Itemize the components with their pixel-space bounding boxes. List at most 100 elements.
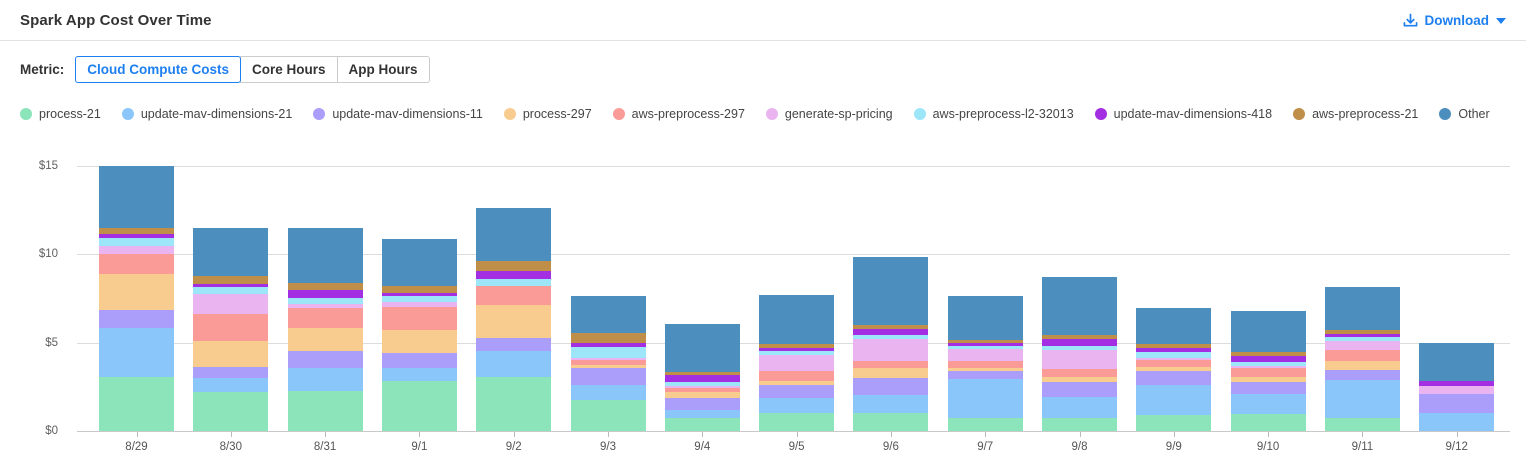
- bar-segment-update-mav-dimensions-418[interactable]: [759, 348, 835, 351]
- bar-segment-update-mav-dimensions-11[interactable]: [570, 368, 646, 385]
- bar-segment-aws-preprocess-297[interactable]: [193, 313, 269, 342]
- bar-segment-aws-preprocess-297[interactable]: [664, 388, 740, 393]
- bar-segment-update-mav-dimensions-21[interactable]: [1419, 413, 1495, 431]
- bar-segment-update-mav-dimensions-418[interactable]: [570, 343, 646, 348]
- bar-segment-aws-preprocess-l2-32013[interactable]: [1042, 346, 1117, 350]
- bar-segment-update-mav-dimensions-21[interactable]: [1042, 396, 1117, 418]
- bar-segment-aws-preprocess-21[interactable]: [287, 282, 363, 291]
- bar-segment-update-mav-dimensions-11[interactable]: [381, 353, 457, 369]
- bar-segment-update-mav-dimensions-11[interactable]: [193, 367, 269, 379]
- bar-segment-aws-preprocess-297[interactable]: [287, 307, 363, 329]
- bar-9-4[interactable]: [664, 323, 740, 431]
- bar-9-8[interactable]: [1042, 277, 1117, 431]
- bar-segment-update-mav-dimensions-11[interactable]: [287, 350, 363, 368]
- bar-segment-aws-preprocess-21[interactable]: [759, 344, 835, 349]
- legend-item-aws-preprocess-l2-32013[interactable]: aws-preprocess-l2-32013: [913, 107, 1074, 121]
- bar-segment-update-mav-dimensions-11[interactable]: [99, 310, 174, 328]
- bar-segment-update-mav-dimensions-418[interactable]: [1042, 338, 1117, 347]
- bar-segment-update-mav-dimensions-21[interactable]: [664, 409, 740, 419]
- bar-segment-aws-preprocess-297[interactable]: [1230, 367, 1306, 377]
- bar-segment-aws-preprocess-l2-32013[interactable]: [381, 296, 457, 303]
- bar-segment-update-mav-dimensions-11[interactable]: [1042, 381, 1117, 397]
- bar-segment-aws-preprocess-297[interactable]: [381, 307, 457, 330]
- bar-segment-process-297[interactable]: [99, 274, 174, 311]
- bar-segment-process-297[interactable]: [1324, 360, 1400, 370]
- bar-segment-process-297[interactable]: [570, 365, 646, 369]
- bar-segment-update-mav-dimensions-418[interactable]: [476, 270, 552, 279]
- bar-8-30[interactable]: [193, 228, 269, 431]
- bar-segment-aws-preprocess-21[interactable]: [1136, 344, 1212, 349]
- bar-segment-aws-preprocess-297[interactable]: [1324, 349, 1400, 361]
- bar-segment-update-mav-dimensions-11[interactable]: [1230, 382, 1306, 395]
- bar-segment-process-21[interactable]: [664, 418, 740, 431]
- bar-segment-aws-preprocess-l2-32013[interactable]: [1230, 362, 1306, 366]
- bar-segment-aws-preprocess-l2-32013[interactable]: [1324, 337, 1400, 342]
- bar-segment-process-297[interactable]: [381, 329, 457, 354]
- bar-segment-update-mav-dimensions-418[interactable]: [287, 290, 363, 298]
- bar-segment-aws-preprocess-l2-32013[interactable]: [476, 278, 552, 287]
- bar-segment-aws-preprocess-297[interactable]: [1136, 359, 1212, 367]
- bar-segment-update-mav-dimensions-21[interactable]: [1324, 379, 1400, 418]
- bar-segment-update-mav-dimensions-21[interactable]: [759, 398, 835, 414]
- bar-segment-update-mav-dimensions-418[interactable]: [664, 374, 740, 382]
- bar-segment-other[interactable]: [947, 295, 1023, 340]
- bar-9-1[interactable]: [381, 239, 457, 431]
- bar-segment-process-21[interactable]: [570, 399, 646, 431]
- bar-segment-update-mav-dimensions-21[interactable]: [947, 378, 1023, 419]
- legend-item-aws-preprocess-297[interactable]: aws-preprocess-297: [612, 107, 745, 121]
- bar-segment-other[interactable]: [193, 228, 269, 276]
- bar-segment-update-mav-dimensions-11[interactable]: [1136, 370, 1212, 385]
- bar-segment-other[interactable]: [1042, 277, 1117, 336]
- bar-segment-update-mav-dimensions-21[interactable]: [476, 350, 552, 377]
- bar-segment-aws-preprocess-l2-32013[interactable]: [853, 335, 929, 339]
- bar-segment-aws-preprocess-21[interactable]: [1324, 329, 1400, 335]
- bar-8-29[interactable]: [99, 165, 174, 431]
- bar-segment-update-mav-dimensions-21[interactable]: [193, 378, 269, 393]
- bar-segment-generate-sp-pricing[interactable]: [381, 302, 457, 307]
- bar-segment-other[interactable]: [664, 323, 740, 373]
- bar-segment-generate-sp-pricing[interactable]: [287, 303, 363, 308]
- bar-segment-generate-sp-pricing[interactable]: [853, 338, 929, 361]
- bar-9-2[interactable]: [476, 207, 552, 431]
- bar-segment-aws-preprocess-l2-32013[interactable]: [1136, 352, 1212, 358]
- bar-segment-update-mav-dimensions-418[interactable]: [947, 343, 1023, 346]
- bar-segment-generate-sp-pricing[interactable]: [759, 355, 835, 371]
- bar-segment-generate-sp-pricing[interactable]: [1230, 365, 1306, 368]
- legend-item-other[interactable]: Other: [1439, 107, 1490, 121]
- bar-segment-process-21[interactable]: [193, 392, 269, 431]
- bar-segment-other[interactable]: [1419, 342, 1495, 382]
- bar-9-5[interactable]: [759, 295, 835, 431]
- bar-segment-update-mav-dimensions-21[interactable]: [1136, 384, 1212, 415]
- bar-segment-other[interactable]: [1230, 311, 1306, 352]
- bar-segment-aws-preprocess-21[interactable]: [476, 261, 552, 271]
- bar-9-12[interactable]: [1419, 342, 1495, 431]
- legend-item-update-mav-dimensions-21[interactable]: update-mav-dimensions-21: [121, 107, 292, 121]
- bar-segment-process-297[interactable]: [853, 368, 929, 378]
- bar-segment-aws-preprocess-297[interactable]: [570, 360, 646, 366]
- bar-9-10[interactable]: [1230, 311, 1306, 431]
- download-button[interactable]: Download: [1403, 13, 1506, 28]
- bar-segment-update-mav-dimensions-418[interactable]: [1136, 348, 1212, 353]
- bar-segment-other[interactable]: [99, 165, 174, 229]
- bar-segment-generate-sp-pricing[interactable]: [1324, 341, 1400, 350]
- bar-segment-generate-sp-pricing[interactable]: [1042, 349, 1117, 369]
- bar-segment-update-mav-dimensions-11[interactable]: [1419, 394, 1495, 414]
- bar-9-11[interactable]: [1324, 287, 1400, 431]
- bar-segment-aws-preprocess-297[interactable]: [853, 360, 929, 369]
- bar-segment-other[interactable]: [381, 239, 457, 287]
- legend-item-update-mav-dimensions-418[interactable]: update-mav-dimensions-418: [1094, 107, 1272, 121]
- metric-tab-cloud-compute-costs[interactable]: Cloud Compute Costs: [75, 56, 242, 83]
- bar-segment-process-297[interactable]: [193, 341, 269, 368]
- bar-segment-generate-sp-pricing[interactable]: [1136, 357, 1212, 360]
- bar-segment-process-297[interactable]: [287, 328, 363, 351]
- bar-segment-other[interactable]: [287, 228, 363, 283]
- bar-segment-aws-preprocess-297[interactable]: [99, 254, 174, 275]
- bar-segment-generate-sp-pricing[interactable]: [1419, 385, 1495, 395]
- bar-segment-aws-preprocess-l2-32013[interactable]: [664, 381, 740, 386]
- bar-segment-other[interactable]: [853, 257, 929, 325]
- bar-segment-process-21[interactable]: [759, 413, 835, 431]
- bar-segment-process-297[interactable]: [1042, 377, 1117, 382]
- bar-segment-aws-preprocess-l2-32013[interactable]: [99, 238, 174, 247]
- bar-segment-update-mav-dimensions-11[interactable]: [664, 398, 740, 410]
- bar-segment-process-297[interactable]: [476, 304, 552, 339]
